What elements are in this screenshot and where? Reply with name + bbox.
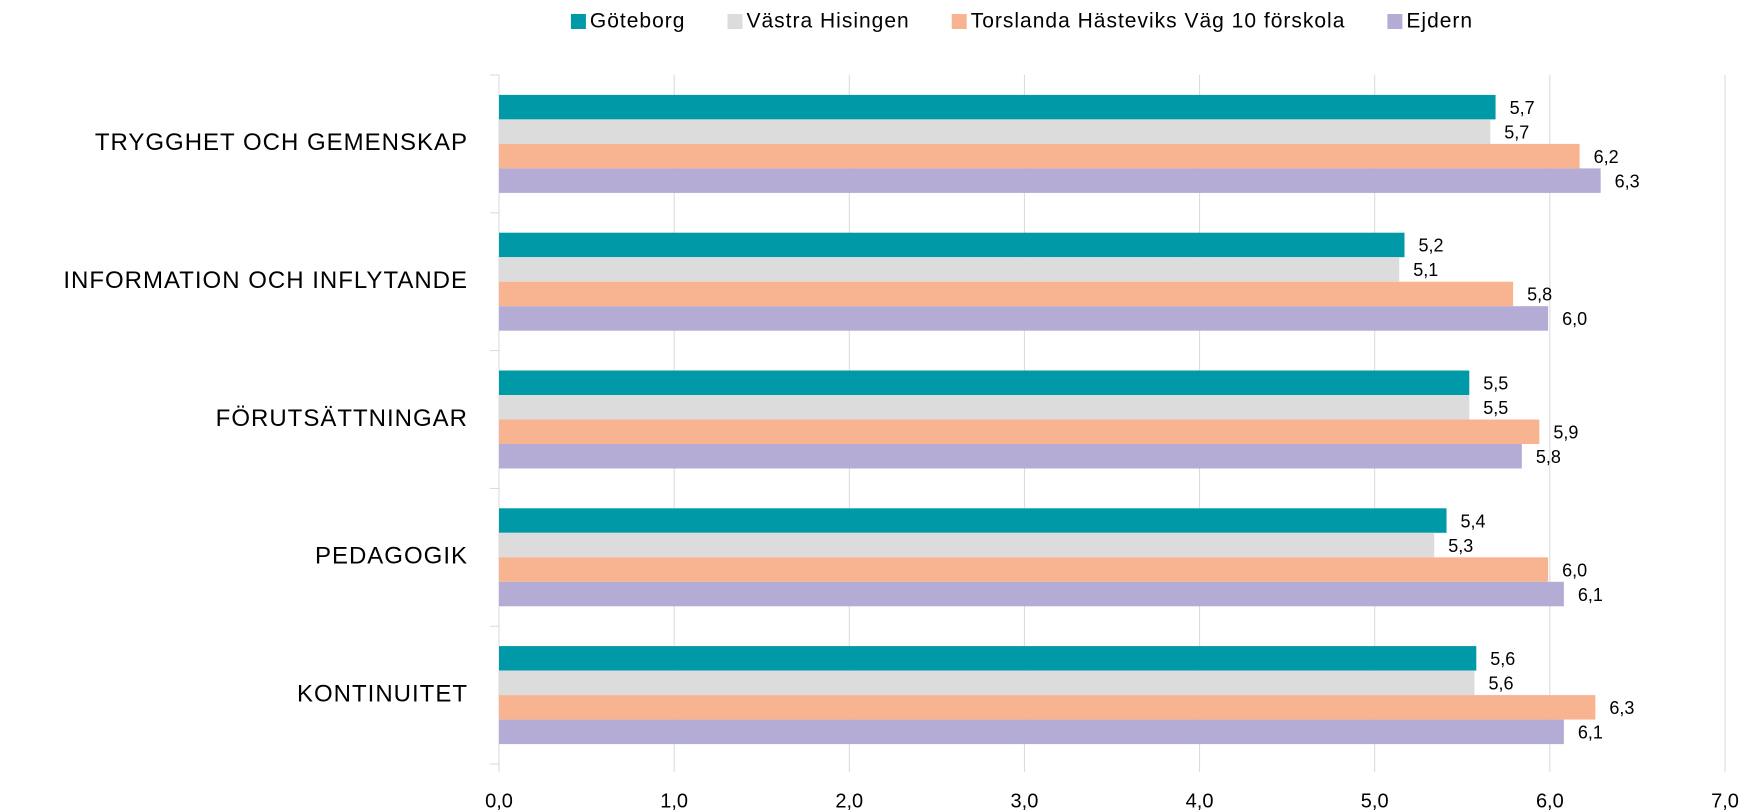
x-tick-label: 1,0 — [660, 790, 688, 812]
x-tick-label: 0,0 — [485, 790, 513, 812]
bar — [499, 143, 1580, 169]
value-label: 6,3 — [1609, 698, 1634, 718]
bar — [499, 119, 1491, 144]
value-label: 5,6 — [1489, 674, 1514, 694]
legend-swatch — [570, 14, 586, 29]
bar — [499, 557, 1549, 582]
legend-swatch — [727, 14, 743, 29]
x-tick-label: 7,0 — [1711, 790, 1739, 812]
legend-label: Ejdern — [1406, 10, 1473, 33]
bar — [499, 281, 1514, 307]
bar — [499, 370, 1470, 395]
legend-swatch — [951, 14, 967, 29]
x-tick-label: 3,0 — [1011, 790, 1039, 812]
value-label: 6,3 — [1615, 171, 1640, 191]
category-label: PEDAGOGIK — [315, 543, 468, 570]
x-tick-label: 2,0 — [835, 790, 863, 812]
category-label: INFORMATION OCH INFLYTANDE — [63, 267, 468, 294]
category-label: TRYGGHET OCH GEMENSKAP — [95, 129, 468, 156]
value-label: 5,4 — [1461, 511, 1486, 531]
x-tick-label: 4,0 — [1186, 790, 1214, 812]
value-label: 6,0 — [1562, 560, 1587, 580]
bar — [499, 508, 1447, 533]
bar — [499, 581, 1564, 607]
value-label: 5,5 — [1483, 374, 1508, 394]
bar — [499, 395, 1470, 420]
bar — [499, 168, 1601, 193]
bar — [499, 719, 1564, 745]
bar — [499, 532, 1435, 558]
value-label: 5,3 — [1448, 536, 1473, 556]
value-label: 5,9 — [1553, 423, 1578, 443]
value-label: 6,2 — [1594, 147, 1619, 167]
category-label: KONTINUITET — [297, 680, 468, 707]
value-label: 5,1 — [1413, 260, 1438, 280]
value-label: 6,0 — [1562, 309, 1587, 329]
value-label: 6,1 — [1578, 723, 1603, 743]
value-label: 6,1 — [1578, 585, 1603, 605]
legend: Göteborg Västra Hisingen Torslanda Hästevi… — [570, 10, 1473, 33]
bar — [499, 257, 1400, 282]
value-label: 5,6 — [1490, 649, 1515, 669]
x-tick-label: 6,0 — [1536, 790, 1564, 812]
value-label: 5,7 — [1510, 98, 1535, 118]
legend-label: Västra Hisingen — [746, 10, 909, 33]
bar — [499, 695, 1596, 720]
bar — [499, 444, 1522, 469]
legend-label: Torslanda Hästeviks Väg 10 förskola — [971, 10, 1346, 33]
value-label: 5,8 — [1536, 447, 1561, 467]
value-label: 5,5 — [1483, 398, 1508, 418]
bar — [499, 94, 1496, 120]
bar — [499, 419, 1540, 444]
legend-label: Göteborg — [590, 10, 686, 33]
bar — [499, 232, 1405, 258]
value-label: 5,7 — [1504, 122, 1529, 142]
legend-swatch — [1387, 14, 1403, 29]
category-label: FÖRUTSÄTTNINGAR — [216, 405, 468, 432]
x-tick-label: 5,0 — [1361, 790, 1389, 812]
bar — [499, 306, 1549, 331]
value-label: 5,8 — [1527, 285, 1552, 305]
value-label: 5,2 — [1418, 236, 1443, 256]
bar — [499, 646, 1477, 671]
bar — [499, 670, 1475, 696]
